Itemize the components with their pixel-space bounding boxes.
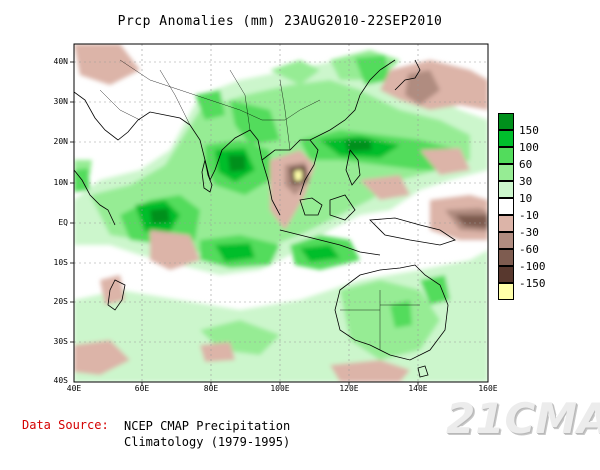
tick-marks	[70, 61, 419, 386]
lon-label: 60E	[134, 384, 150, 393]
legend-label: -30	[519, 226, 539, 239]
legend-swatch	[498, 283, 514, 300]
legend-label: 150	[519, 124, 539, 137]
legend-swatch	[498, 147, 514, 164]
legend-label: 10	[519, 192, 533, 205]
legend-swatch	[498, 181, 514, 198]
country-borders	[99, 59, 420, 350]
legend-swatch	[498, 266, 514, 283]
legend-swatch	[498, 164, 514, 181]
lon-label: 140E	[408, 384, 428, 393]
lon-label: 100E	[270, 384, 290, 393]
grid-lines	[74, 44, 488, 382]
legend-swatch	[498, 232, 514, 249]
legend-swatch	[498, 215, 514, 232]
lon-label: 80E	[203, 384, 219, 393]
lat-label: 20S	[53, 297, 68, 306]
coastlines	[74, 59, 456, 378]
lon-label: 160E	[478, 384, 498, 393]
data-source-label: Data Source:	[22, 418, 109, 432]
lat-label: 40S	[53, 376, 68, 385]
legend-label: -10	[519, 209, 539, 222]
map-title: Prcp Anomalies (mm) 23AUG2010-22SEP2010	[117, 14, 443, 29]
legend-swatch	[498, 249, 514, 266]
lat-label: 30S	[53, 337, 68, 346]
watermark-logo: 21CMA	[446, 394, 600, 443]
lat-label: 10S	[53, 258, 68, 267]
legend-swatch	[498, 130, 514, 147]
legend-label: 60	[519, 158, 533, 171]
legend-swatch	[498, 198, 514, 215]
lat-label: 10N	[53, 178, 68, 187]
lat-label: 20N	[53, 137, 68, 146]
lat-label: 30N	[53, 97, 68, 106]
anomaly-field	[74, 44, 488, 382]
legend-label: 100	[519, 141, 539, 154]
legend-label: 30	[519, 175, 533, 188]
legend-swatch	[498, 113, 514, 130]
legend-label: -60	[519, 243, 539, 256]
legend-label: -100	[519, 260, 546, 273]
data-source-line: NCEP CMAP Precipitation	[124, 419, 291, 433]
lat-label: EQ	[58, 218, 68, 227]
data-source-text: NCEP CMAP Precipitation Climatology (197…	[124, 418, 290, 450]
data-source-line: Climatology (1979-1995)	[124, 435, 291, 449]
lat-label: 40N	[53, 57, 68, 66]
map-frame	[73, 43, 489, 383]
lon-label: 120E	[339, 384, 359, 393]
legend-label: -150	[519, 277, 546, 290]
lon-label: 40E	[66, 384, 82, 393]
